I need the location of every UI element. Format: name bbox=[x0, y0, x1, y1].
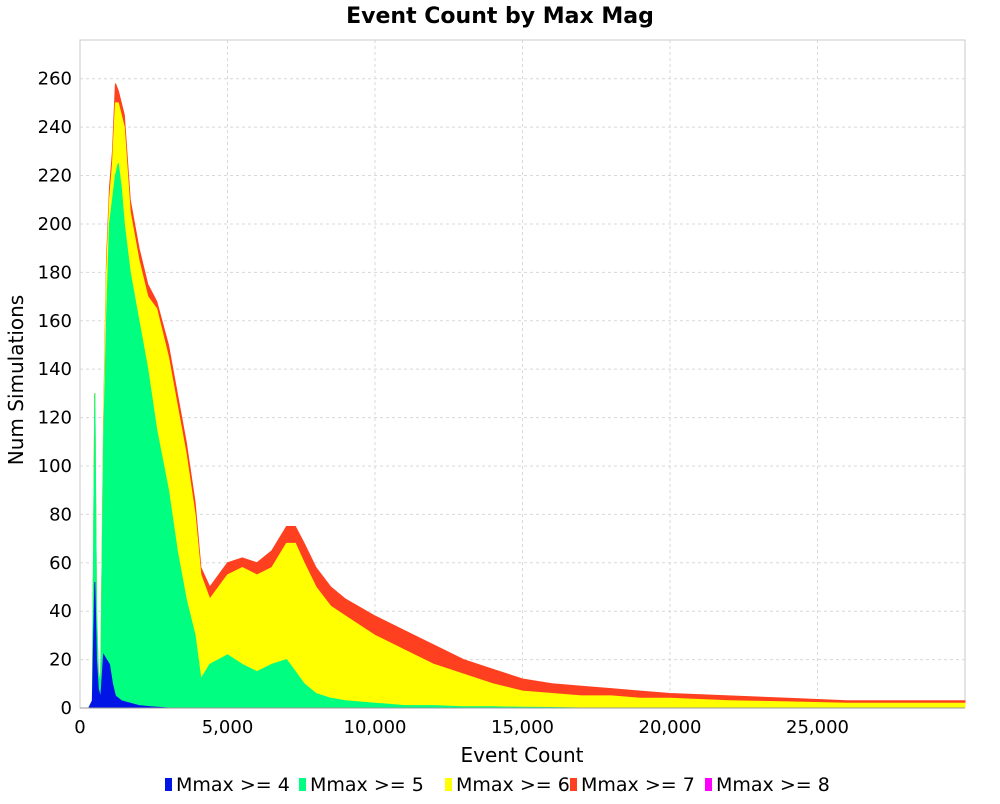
series-area-1 bbox=[87, 582, 965, 709]
x-tick-label: 5,000 bbox=[202, 717, 254, 738]
legend-swatch bbox=[705, 778, 712, 791]
legend-label: Mmax >= 4 bbox=[176, 774, 290, 796]
legend-swatch bbox=[299, 778, 306, 791]
x-tick-label: 10,000 bbox=[344, 717, 407, 738]
y-tick-label: 160 bbox=[38, 311, 72, 332]
legend: Mmax >= 4 Mmax >= 5 Mmax >= 6 Mmax >= 7 Mmax… bbox=[165, 774, 830, 796]
y-tick-label: 40 bbox=[49, 601, 72, 622]
x-axis-title: Event Count bbox=[460, 743, 583, 767]
legend-swatch bbox=[165, 778, 172, 791]
chart-title: Event Count by Max Mag bbox=[346, 4, 654, 29]
x-tick-label: 0 bbox=[74, 717, 85, 738]
legend-label: Mmax >= 5 bbox=[310, 774, 424, 796]
legend-label: Mmax >= 8 bbox=[716, 774, 830, 796]
axis-layer: 0 20 40 60 80 100 120 140 160 180 200 220 240 260 0 5,0… bbox=[38, 69, 965, 738]
legend-label: Mmax >= 6 bbox=[456, 774, 570, 796]
series-area-2 bbox=[87, 163, 965, 709]
legend-swatch bbox=[570, 778, 577, 791]
y-tick-label: 80 bbox=[49, 504, 72, 525]
y-tick-label: 200 bbox=[38, 214, 72, 235]
y-tick-label: 60 bbox=[49, 553, 72, 574]
y-tick-label: 0 bbox=[61, 698, 72, 719]
y-tick-label: 120 bbox=[38, 408, 72, 429]
y-axis-title: Num Simulations bbox=[4, 295, 28, 465]
y-tick-label: 20 bbox=[49, 650, 72, 671]
x-tick-label: 15,000 bbox=[491, 717, 554, 738]
y-tick-label: 240 bbox=[38, 117, 72, 138]
x-tick-label: 20,000 bbox=[639, 717, 702, 738]
legend-label: Mmax >= 7 bbox=[581, 774, 695, 796]
y-tick-label: 180 bbox=[38, 262, 72, 283]
x-tick-label: 25,000 bbox=[786, 717, 849, 738]
y-tick-label: 140 bbox=[38, 359, 72, 380]
y-tick-label: 100 bbox=[38, 456, 72, 477]
y-tick-label: 220 bbox=[38, 166, 72, 187]
legend-swatch bbox=[445, 778, 452, 791]
series-area-4 bbox=[87, 83, 966, 709]
y-tick-label: 260 bbox=[38, 69, 72, 90]
